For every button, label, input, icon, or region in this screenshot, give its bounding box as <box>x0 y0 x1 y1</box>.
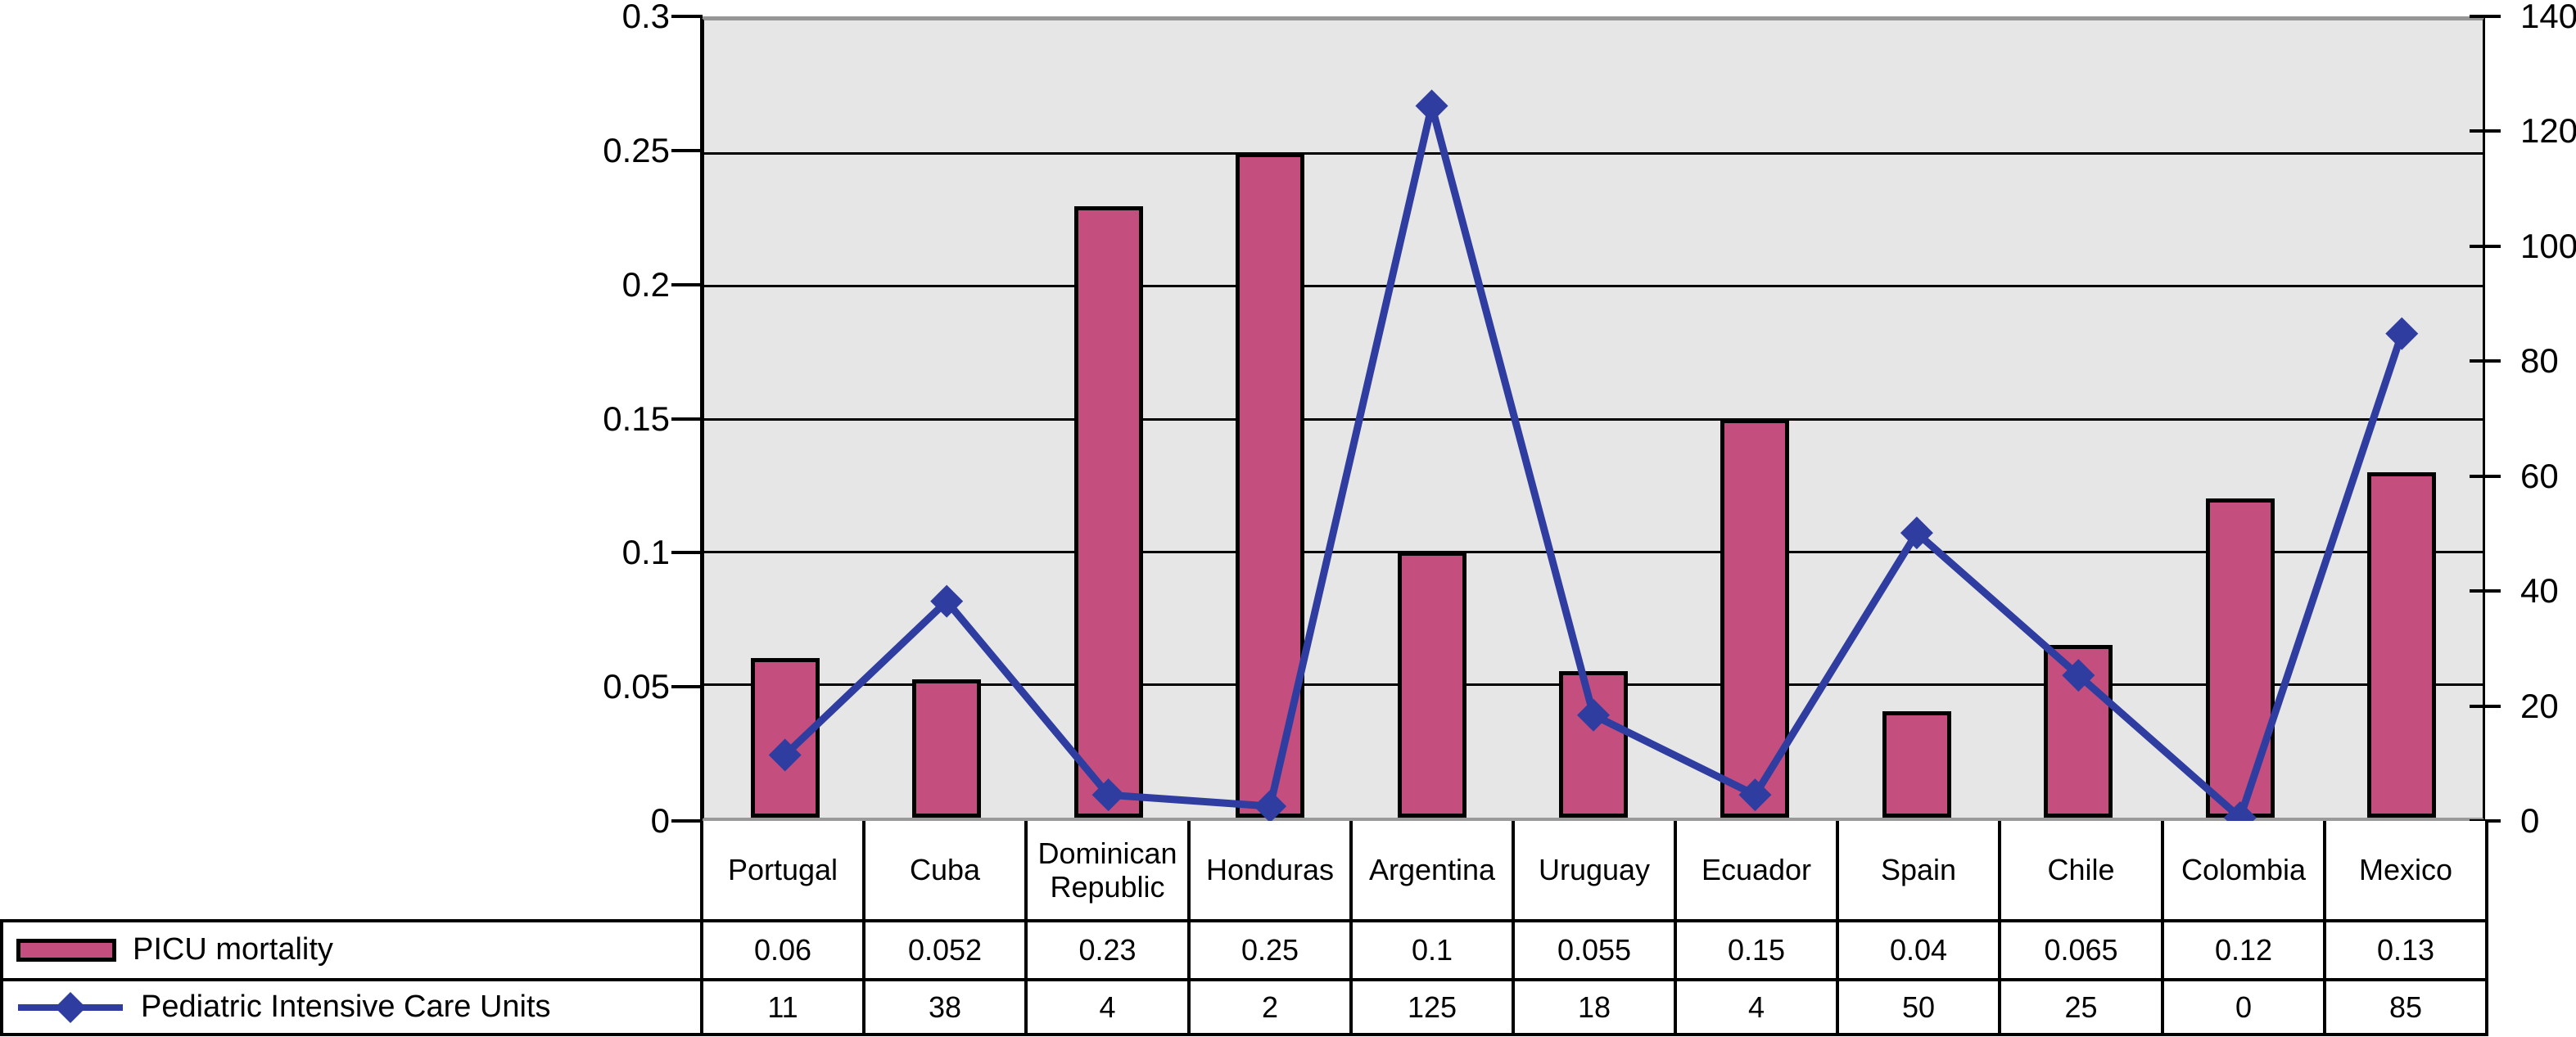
category-header-cell: Cuba <box>862 821 1024 919</box>
units-value-cell: 0 <box>2161 978 2323 1036</box>
units-value-cell: 25 <box>1998 978 2161 1036</box>
category-header-cell: Mexico <box>2323 821 2488 919</box>
right-axis-tick-label: 140 <box>2520 0 2576 35</box>
picu-mortality-bar <box>1398 552 1467 818</box>
gridline <box>704 551 2483 553</box>
picu-mortality-bar <box>1559 671 1628 818</box>
mortality-value-cell: 0.1 <box>1349 919 1512 978</box>
line-marker-diamond-icon <box>1577 698 1610 732</box>
right-axis-tick <box>2470 589 2501 593</box>
legend-item-picu-units: Pediatric Intensive Care Units <box>0 978 700 1036</box>
picu-mortality-bar <box>1882 711 1951 818</box>
legend-label: Pediatric Intensive Care Units <box>141 989 551 1024</box>
right-axis-tick <box>2470 245 2501 248</box>
category-header-cell: Portugal <box>700 821 862 919</box>
line-swatch-icon <box>18 991 123 1023</box>
left-axis-tick-label: 0.05 <box>603 667 670 706</box>
category-header-cell: Dominican Republic <box>1024 821 1187 919</box>
category-header-cell: Argentina <box>1349 821 1512 919</box>
left-axis-tick-label: 0.25 <box>603 131 670 169</box>
category-header-cell: Ecuador <box>1674 821 1836 919</box>
units-value-cell: 38 <box>862 978 1024 1036</box>
mortality-value-cell: 0.23 <box>1024 919 1187 978</box>
mortality-value-cell: 0.065 <box>1998 919 2161 978</box>
legend-label: PICU mortality <box>133 932 333 967</box>
left-axis-tick <box>671 15 703 18</box>
units-value-cell: 11 <box>700 978 862 1036</box>
units-value-cell: 18 <box>1512 978 1674 1036</box>
line-marker-diamond-icon <box>768 738 802 772</box>
line-marker-diamond-icon <box>930 584 964 618</box>
line-marker-diamond-icon <box>2062 659 2095 692</box>
mortality-value-cell: 0.04 <box>1836 919 1998 978</box>
line-marker-diamond-icon <box>1091 778 1125 812</box>
line-marker-diamond-icon <box>1254 790 1287 823</box>
left-axis-tick <box>671 283 703 286</box>
right-axis-tick-label: 20 <box>2520 687 2559 725</box>
left-axis-tick-label: 0.3 <box>621 0 670 35</box>
units-value-cell: 85 <box>2323 978 2488 1036</box>
left-axis-tick-label: 0.15 <box>603 399 670 438</box>
units-value-cell: 4 <box>1024 978 1187 1036</box>
gridline <box>704 418 2483 421</box>
left-axis-tick-label: 0.2 <box>621 265 670 304</box>
units-value-cell: 50 <box>1836 978 1998 1036</box>
category-header-cell: Chile <box>1998 821 2161 919</box>
left-axis-tick-label: 0.1 <box>621 533 670 571</box>
left-axis-tick-label: 0 <box>650 801 670 840</box>
category-header-cell: Honduras <box>1187 821 1349 919</box>
picu-mortality-bar <box>1720 419 1789 818</box>
left-axis-tick <box>671 819 703 823</box>
right-axis-tick-label: 100 <box>2520 227 2576 265</box>
right-axis-tick-label: 60 <box>2520 457 2559 495</box>
bar-swatch-icon <box>16 939 116 962</box>
legend-item-picu-mortality: PICU mortality <box>0 919 700 978</box>
picu-mortality-bar <box>2367 472 2436 818</box>
category-header-cell: Uruguay <box>1512 821 1674 919</box>
picu-mortality-bar <box>1074 206 1143 818</box>
mortality-value-cell: 0.055 <box>1512 919 1674 978</box>
right-axis-tick-label: 80 <box>2520 341 2559 380</box>
left-axis-tick <box>671 685 703 688</box>
mortality-value-cell: 0.25 <box>1187 919 1349 978</box>
mortality-value-cell: 0.06 <box>700 919 862 978</box>
line-marker-diamond-icon <box>2385 317 2419 350</box>
units-value-cell: 4 <box>1674 978 1836 1036</box>
right-axis-tick <box>2470 129 2501 133</box>
plot-area <box>700 16 2485 834</box>
gridline <box>704 152 2483 155</box>
line-series-layer <box>768 89 2419 834</box>
mortality-value-cell: 0.15 <box>1674 919 1836 978</box>
right-axis-tick <box>2470 359 2501 363</box>
category-header-cell: Colombia <box>2161 821 2323 919</box>
left-axis-tick <box>671 417 703 421</box>
right-axis-tick-label: 0 <box>2520 801 2540 840</box>
mortality-value-cell: 0.12 <box>2161 919 2323 978</box>
right-axis-tick <box>2470 475 2501 478</box>
right-axis-tick-label: 120 <box>2520 111 2576 150</box>
units-value-cell: 2 <box>1187 978 1349 1036</box>
left-axis-tick <box>671 149 703 152</box>
right-axis-tick-label: 40 <box>2520 571 2559 610</box>
left-axis-tick <box>671 551 703 554</box>
picu-mortality-bar <box>912 679 981 818</box>
category-header-cell: Spain <box>1836 821 1998 919</box>
line-marker-diamond-icon <box>1900 516 1933 550</box>
mortality-value-cell: 0.052 <box>862 919 1024 978</box>
gridline <box>704 285 2483 287</box>
line-marker-diamond-icon <box>1415 89 1448 123</box>
mortality-value-cell: 0.13 <box>2323 919 2488 978</box>
units-value-cell: 125 <box>1349 978 1512 1036</box>
right-axis-tick <box>2470 705 2501 708</box>
right-axis-tick <box>2470 15 2501 18</box>
line-marker-diamond-icon <box>1738 778 1772 812</box>
